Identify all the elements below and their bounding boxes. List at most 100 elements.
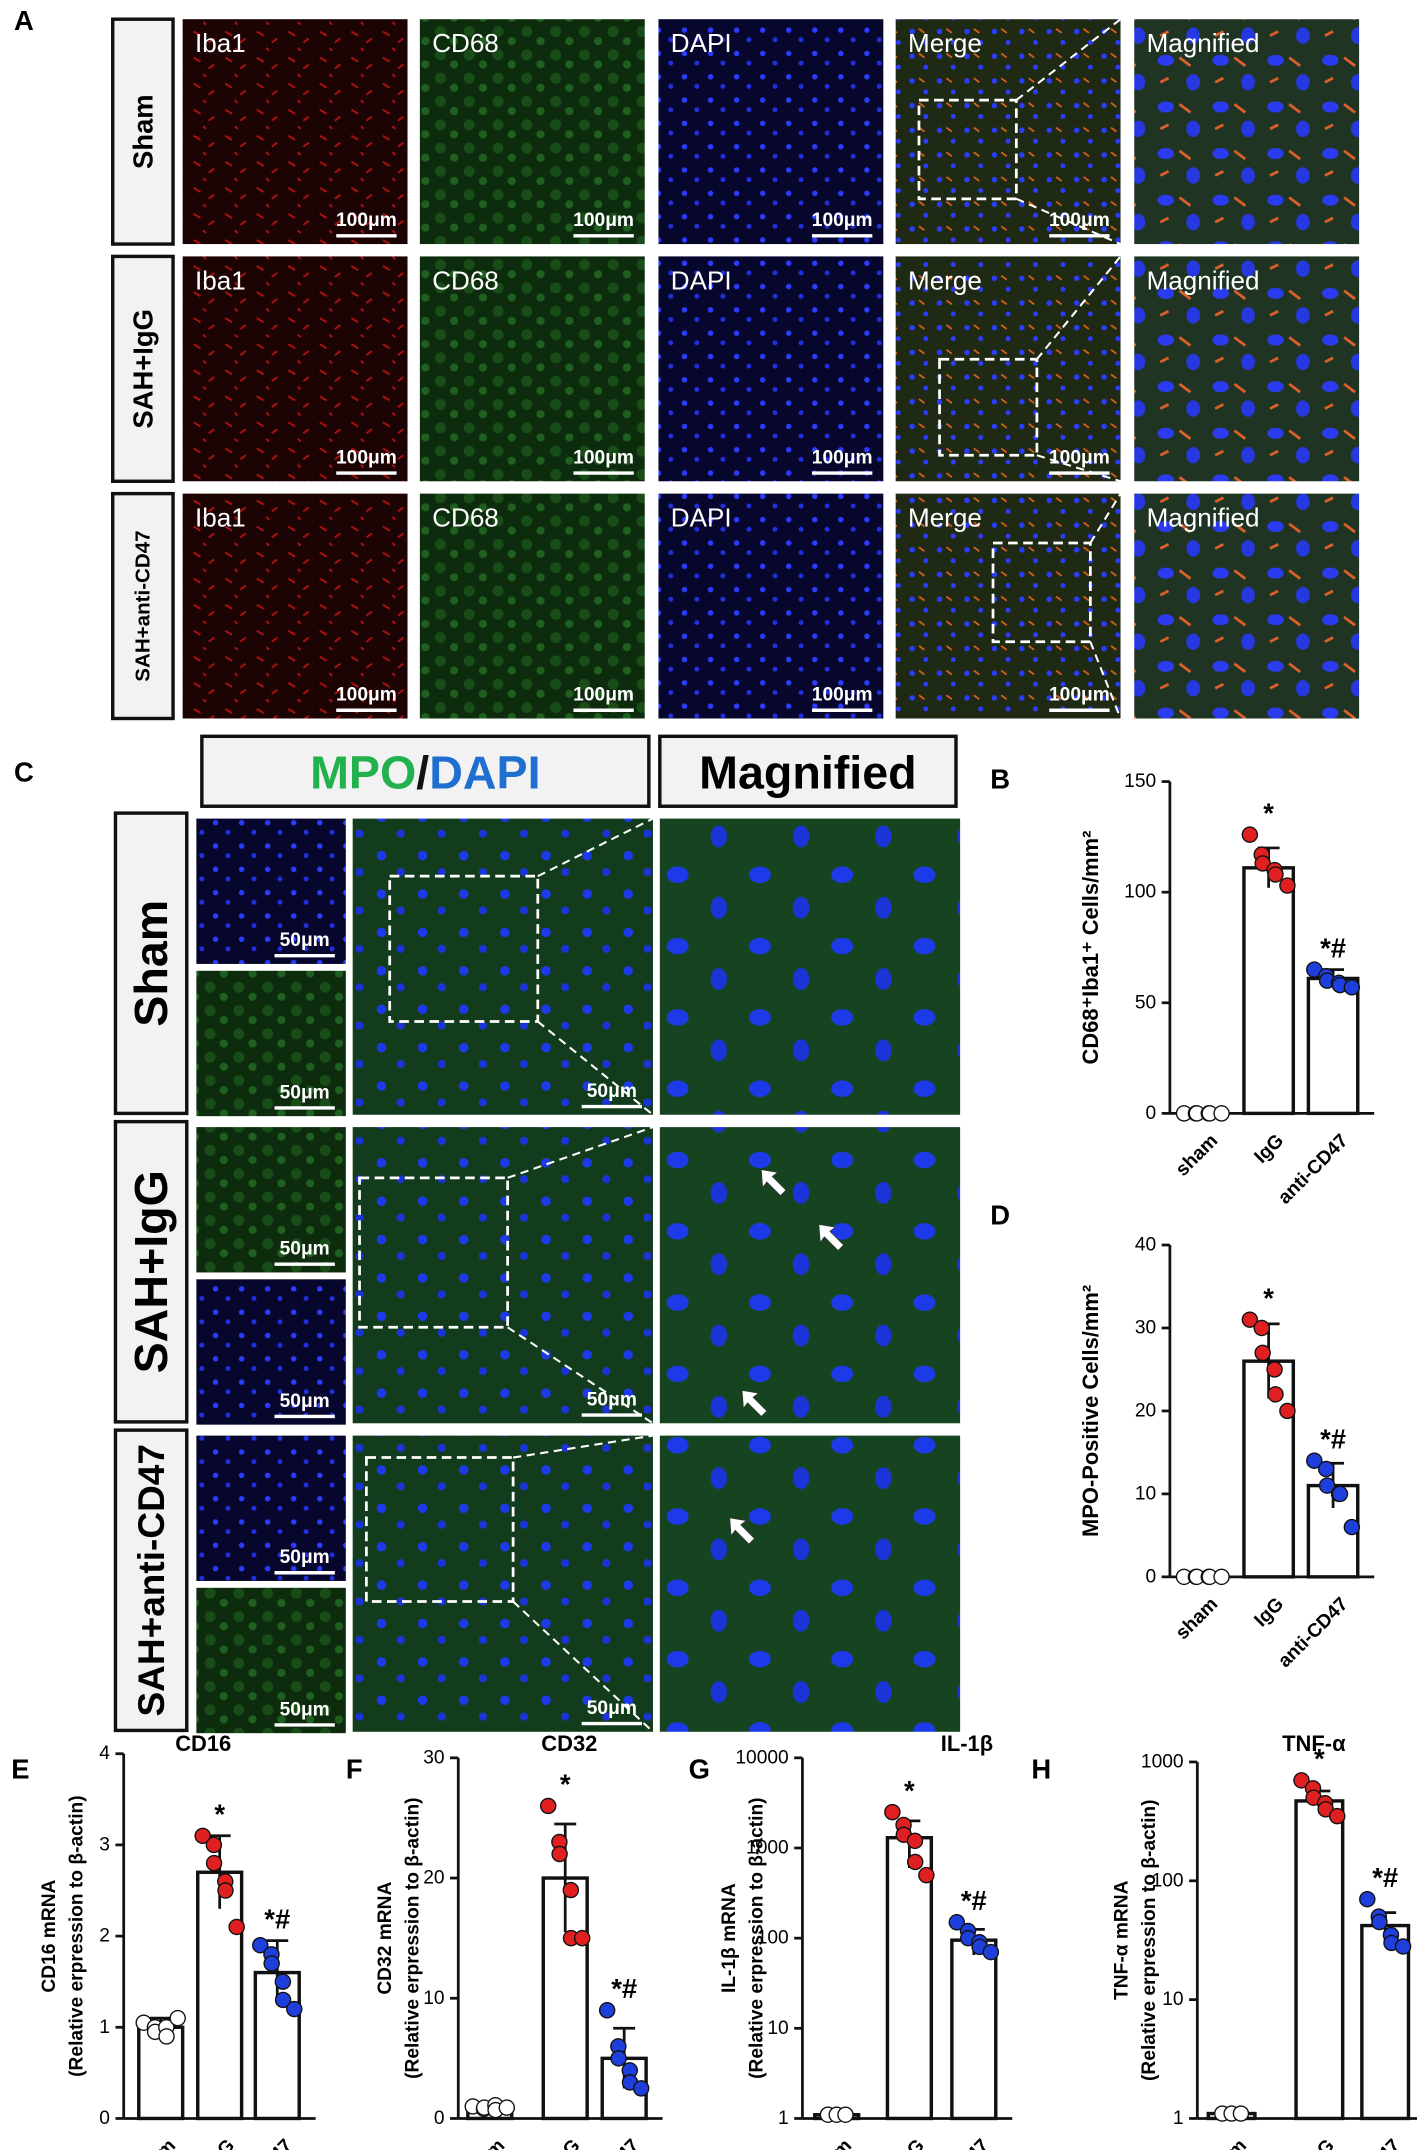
data-point [169, 2009, 186, 2027]
data-point [573, 1929, 591, 1947]
data-point [1267, 1386, 1284, 1403]
image-label: Merge [908, 503, 982, 533]
scale-bar-label: 100μm [1049, 210, 1110, 231]
data-point [632, 2080, 650, 2097]
zoom-line [1015, 18, 1122, 101]
micrograph [182, 19, 408, 245]
zoom-box [388, 874, 540, 1023]
header: Magnified [699, 746, 917, 798]
panel-label: A [14, 5, 34, 36]
micrograph [196, 1587, 346, 1734]
data-point [205, 1836, 223, 1854]
y-axis-label: MPO-Positive Cells/mm² [1078, 1285, 1103, 1537]
y-axis-label: TNF-α mRNA [1111, 1880, 1132, 2000]
zoom-box [365, 1456, 515, 1603]
scale-bar-label: 100μm [573, 685, 634, 706]
chart-title: IL-1β [941, 1731, 993, 1756]
data-point [1213, 1105, 1230, 1122]
row-label-box [113, 1428, 189, 1733]
arrow [729, 1517, 755, 1545]
y-tick-label: 0 [1146, 1566, 1157, 1587]
data-point [252, 1936, 269, 1954]
zoom-line [1036, 255, 1122, 360]
y-tick-label: 150 [1124, 771, 1156, 792]
data-point [1232, 2105, 1250, 2122]
data-point [610, 2050, 627, 2067]
micrograph [658, 256, 884, 482]
scale-bar-label: 50μm [280, 1082, 330, 1103]
y-tick-label: 100 [1124, 882, 1156, 903]
significance: * [1263, 1282, 1274, 1313]
y-axis-label: CD32 mRNA [375, 1882, 396, 1995]
bar [1294, 1799, 1345, 2121]
arrow [760, 1169, 787, 1197]
y-tick-label: 30 [423, 1747, 444, 1768]
data-point [1279, 1402, 1296, 1420]
micrograph [196, 1279, 346, 1425]
image-label: Magnified [1147, 28, 1260, 58]
row-label-box [111, 254, 175, 483]
significance: *# [961, 1885, 987, 1916]
y-tick-label: 100 [757, 1928, 789, 1949]
data-point [194, 1827, 211, 1845]
micrograph [658, 493, 884, 719]
micrograph [419, 493, 645, 719]
row-label-box [113, 1119, 189, 1424]
micrograph [419, 19, 645, 245]
scale-bar-label: 100μm [336, 210, 397, 231]
image-label: CD68 [432, 28, 499, 58]
bar [196, 1870, 244, 2121]
header: MPO/DAPI [310, 746, 540, 798]
data-point [263, 1955, 280, 1972]
scale-bar-label: 50μm [587, 1081, 637, 1102]
data-point [906, 1832, 924, 1850]
header-box [658, 734, 958, 808]
scale-bar-label: 50μm [280, 1391, 330, 1412]
zoom-line [512, 1434, 654, 1459]
micrograph [895, 493, 1121, 719]
data-point [274, 1973, 292, 1990]
y-tick-label: 1000 [1141, 1751, 1184, 1772]
zoom-line [1089, 493, 1122, 544]
y-tick-label: 10000 [735, 1747, 788, 1768]
row-label-box [111, 491, 175, 721]
y-tick-label: 20 [1135, 1400, 1156, 1421]
scale-bar-label: 50μm [587, 1698, 637, 1719]
y-tick-label: 2 [99, 1926, 110, 1947]
micrograph [352, 818, 653, 1115]
image-label: Iba1 [195, 28, 246, 58]
image-label: Merge [908, 28, 982, 58]
row-label-box [113, 811, 189, 1116]
y-tick-label: 0 [1146, 1103, 1157, 1124]
significance: *# [1372, 1862, 1398, 1893]
data-point [1266, 1361, 1283, 1378]
bar [137, 2025, 185, 2121]
micrograph [196, 1127, 346, 1273]
y-tick-label: 10 [1135, 1483, 1156, 1504]
y-tick-label: 10 [1162, 1989, 1183, 2010]
bar [1242, 866, 1296, 1116]
micrograph [196, 1435, 346, 1581]
bar [1360, 1923, 1411, 2121]
panel-label: B [990, 763, 1010, 794]
data-point [1241, 1311, 1259, 1328]
micrograph [182, 256, 408, 482]
bar [1306, 976, 1360, 1116]
y-axis-label: (Relative erpression to β-actin) [1139, 1799, 1160, 2080]
zoom-line [537, 1020, 654, 1116]
data-point [1267, 866, 1284, 883]
image-label: Iba1 [195, 265, 246, 295]
zoom-line [1089, 641, 1122, 719]
y-axis-label: (Relative erpression to β-actin) [67, 1795, 88, 2076]
data-point [1306, 1452, 1323, 1469]
header-part: / [416, 746, 429, 798]
micrograph [895, 256, 1121, 482]
micrograph [659, 1127, 961, 1424]
data-point [1394, 1938, 1412, 1955]
header-box [200, 734, 651, 808]
panel-label: H [1031, 1753, 1051, 1784]
micrograph [895, 19, 1121, 245]
significance: * [1263, 797, 1274, 828]
data-point [598, 2002, 616, 2019]
